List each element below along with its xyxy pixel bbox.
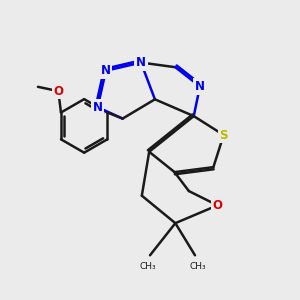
Text: N: N: [93, 101, 103, 114]
Text: CH₃: CH₃: [189, 262, 206, 271]
Text: CH₃: CH₃: [139, 262, 156, 271]
Text: N: N: [195, 80, 205, 93]
Text: O: O: [53, 85, 63, 98]
Text: O: O: [212, 199, 223, 212]
Text: O: O: [53, 85, 63, 98]
Text: N: N: [101, 64, 111, 77]
Text: S: S: [219, 128, 228, 142]
Text: N: N: [136, 56, 146, 69]
